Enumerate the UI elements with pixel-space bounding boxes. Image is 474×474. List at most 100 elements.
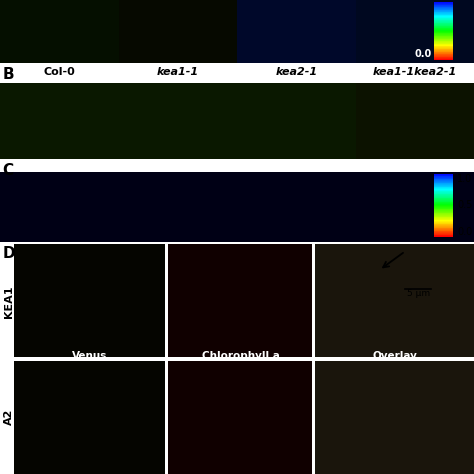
Bar xyxy=(434,213,453,214)
Bar xyxy=(118,83,237,159)
Bar xyxy=(434,18,453,19)
Text: D: D xyxy=(2,246,15,261)
Bar xyxy=(434,6,453,7)
Text: Chlorophyll a: Chlorophyll a xyxy=(201,351,280,362)
Bar xyxy=(434,54,453,55)
Bar xyxy=(434,233,453,234)
Bar xyxy=(434,38,453,39)
Bar xyxy=(434,228,453,229)
Bar xyxy=(434,180,453,181)
Bar xyxy=(434,187,453,188)
Bar xyxy=(434,193,453,194)
Bar xyxy=(434,32,453,33)
Bar xyxy=(14,357,474,361)
Text: B: B xyxy=(2,67,14,82)
Bar xyxy=(434,209,453,210)
Bar xyxy=(118,0,237,63)
Bar xyxy=(434,27,453,28)
Bar xyxy=(434,50,453,51)
Text: KEA1: KEA1 xyxy=(3,285,14,318)
Bar xyxy=(434,51,453,52)
Bar xyxy=(434,176,453,177)
Text: 0.5: 0.5 xyxy=(457,201,473,210)
Bar xyxy=(168,361,313,474)
Bar xyxy=(434,55,453,56)
Text: 0.0: 0.0 xyxy=(457,227,473,237)
Bar xyxy=(434,225,453,226)
Bar xyxy=(434,231,453,232)
Text: kea1-1kea2-1: kea1-1kea2-1 xyxy=(373,67,457,77)
Bar xyxy=(14,361,166,474)
Bar xyxy=(434,188,453,189)
Bar xyxy=(434,206,453,207)
Text: kea2-1: kea2-1 xyxy=(275,67,317,77)
Bar xyxy=(165,244,168,474)
Bar xyxy=(434,229,453,230)
Bar xyxy=(434,14,453,15)
Bar xyxy=(434,12,453,13)
Bar xyxy=(434,226,453,227)
Bar xyxy=(434,186,453,187)
Bar xyxy=(434,175,453,176)
Bar xyxy=(434,198,453,199)
Bar xyxy=(434,20,453,21)
Bar xyxy=(356,83,474,159)
Bar xyxy=(168,244,313,357)
Text: A2: A2 xyxy=(3,408,14,425)
Bar xyxy=(0,0,118,63)
Bar xyxy=(434,184,453,185)
Bar xyxy=(434,227,453,228)
Bar xyxy=(434,17,453,18)
Bar xyxy=(434,203,453,204)
Bar xyxy=(434,41,453,42)
Bar xyxy=(434,9,453,10)
Bar xyxy=(434,215,453,216)
Bar xyxy=(434,211,453,212)
Bar xyxy=(434,174,453,175)
Bar xyxy=(434,42,453,43)
Bar xyxy=(356,172,474,242)
Bar xyxy=(434,26,453,27)
Bar xyxy=(434,202,453,203)
Bar xyxy=(434,200,453,201)
Bar xyxy=(434,197,453,198)
Bar xyxy=(434,49,453,50)
Bar xyxy=(434,58,453,59)
Bar xyxy=(434,39,453,40)
Bar xyxy=(0,63,474,65)
Bar xyxy=(434,13,453,14)
Bar xyxy=(434,57,453,58)
Bar xyxy=(434,11,453,12)
Bar xyxy=(434,33,453,34)
Bar xyxy=(434,235,453,236)
Bar xyxy=(434,15,453,16)
Bar xyxy=(434,44,453,45)
Text: 5 μm: 5 μm xyxy=(407,289,430,298)
Bar xyxy=(434,31,453,32)
Bar xyxy=(0,159,474,161)
Bar xyxy=(434,5,453,6)
Bar xyxy=(434,216,453,217)
Bar xyxy=(434,190,453,191)
Bar xyxy=(434,181,453,182)
Bar xyxy=(434,223,453,224)
Bar xyxy=(434,207,453,208)
Bar xyxy=(434,230,453,231)
Bar xyxy=(434,4,453,5)
Bar xyxy=(434,201,453,202)
Bar xyxy=(0,83,118,159)
Text: 1.0: 1.0 xyxy=(457,174,473,184)
Bar xyxy=(14,244,166,357)
Bar xyxy=(434,34,453,35)
Text: Venus: Venus xyxy=(73,351,108,362)
Bar xyxy=(434,46,453,47)
Bar xyxy=(315,361,474,474)
Bar xyxy=(434,47,453,48)
Bar xyxy=(0,242,474,244)
Text: 0.0: 0.0 xyxy=(414,49,431,59)
Bar xyxy=(434,52,453,53)
Text: kea1-1: kea1-1 xyxy=(157,67,199,77)
Bar xyxy=(434,23,453,24)
Bar xyxy=(434,212,453,213)
Bar xyxy=(434,217,453,218)
